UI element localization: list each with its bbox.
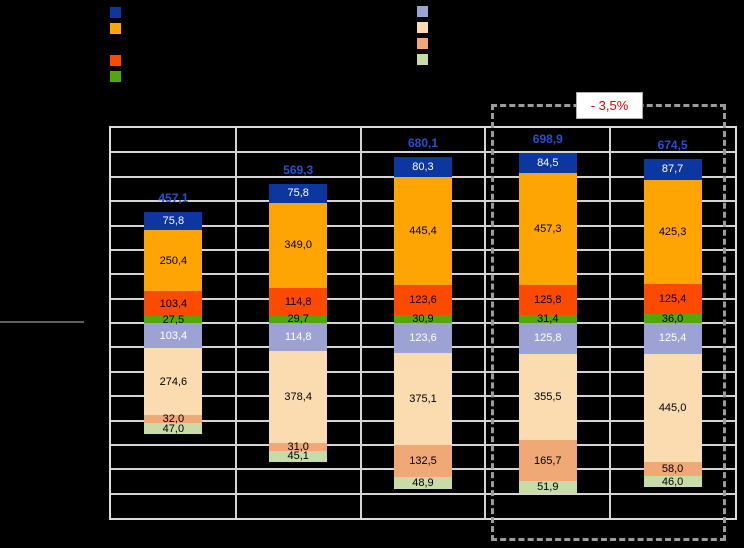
bar-segment-orange-red: 103,4 — [144, 291, 203, 317]
stacked-bar: 31,4 125,8 457,3 84,5 125,8 355,5 165,7 51,9 698… — [518, 128, 577, 518]
bar-segment-light-green: 47,0 — [144, 422, 203, 435]
bar-segment-lavender: 103,4 — [144, 323, 203, 349]
bar-segment-orange: 425,3 — [643, 179, 702, 284]
bar-segment-light-green: 46,0 — [643, 476, 702, 488]
gridline-vertical — [359, 128, 362, 518]
bar-segment-lavender: 123,6 — [393, 323, 452, 354]
bar-segment-peach: 378,4 — [269, 350, 328, 444]
bar-segment-orange: 445,4 — [393, 176, 452, 286]
bar-segment-lavender: 125,4 — [643, 323, 702, 354]
gridline-vertical — [609, 128, 612, 518]
legend-swatch-lavender — [417, 6, 428, 17]
bar-segment-dark-blue: 87,7 — [643, 158, 702, 180]
bar-segment-light-green: 48,9 — [393, 476, 452, 489]
legend-swatch-light-green — [417, 54, 428, 65]
bar-segment-dark-blue: 80,3 — [393, 157, 452, 177]
bar-segment-light-green: 45,1 — [269, 451, 328, 462]
bar-segment-peach: 445,0 — [643, 353, 702, 463]
bar-segment-orange: 250,4 — [144, 230, 203, 292]
bar-segment-peach: 274,6 — [144, 348, 203, 416]
bar-total-label: 457,1 — [158, 190, 189, 205]
legend-swatch-orange — [110, 23, 121, 34]
bar-total-label: 698,9 — [532, 131, 563, 146]
bar-column: 29,7 114,8 349,0 75,8 114,8 378,4 31,0 45,1 569,… — [236, 128, 361, 518]
bar-segment-orange-red: 125,8 — [518, 284, 577, 316]
bar-segment-green: 36,0 — [643, 313, 702, 324]
bar-segment-orange-red: 123,6 — [393, 285, 452, 316]
bar-segment-salmon: 31,0 — [269, 441, 328, 452]
gridline-horizontal — [111, 175, 735, 178]
bar-segment-green: 29,7 — [269, 314, 328, 325]
bar-segment-green: 31,4 — [518, 314, 577, 325]
bar-segment-green: 30,9 — [393, 314, 452, 325]
bar-segment-lavender: 125,8 — [518, 323, 577, 354]
bar-segment-salmon: 32,0 — [144, 414, 203, 425]
comparison-highlight-box — [491, 104, 726, 541]
bar-column: 27,5 103,4 250,4 75,8 103,4 274,6 32,0 47,0 457,… — [111, 128, 236, 518]
delta-annotation-box: - 3,5% — [576, 92, 643, 119]
bar-segment-salmon: 132,5 — [393, 444, 452, 477]
bar-column: 36,0 125,4 425,3 87,7 125,4 445,0 58,0 46,0 674,… — [610, 128, 735, 518]
delta-annotation-label: - 3,5% — [590, 98, 629, 113]
bar-segment-dark-blue: 75,8 — [144, 211, 203, 231]
legend-swatch-dark-blue — [110, 7, 121, 18]
bar-segment-dark-blue: 75,8 — [269, 184, 328, 203]
bar-column: 30,9 123,6 445,4 80,3 123,6 375,1 132,5 48,9 680… — [361, 128, 486, 518]
gridline-vertical — [484, 128, 487, 518]
legend-swatch-orange-red — [110, 55, 121, 66]
bar-segment-lavender: 114,8 — [269, 323, 328, 351]
bar-segment-orange: 349,0 — [269, 202, 328, 288]
bar-segment-orange: 457,3 — [518, 173, 577, 285]
legend-swatch-salmon — [417, 38, 428, 49]
bar-segment-dark-blue: 84,5 — [518, 152, 577, 174]
gridline-vertical — [234, 128, 237, 518]
bar-segment-salmon: 58,0 — [643, 462, 702, 477]
bar-total-label: 680,1 — [407, 136, 438, 151]
stacked-bar: 36,0 125,4 425,3 87,7 125,4 445,0 58,0 46,0 674,… — [643, 128, 702, 518]
stacked-bar: 29,7 114,8 349,0 75,8 114,8 378,4 31,0 45,1 569,… — [269, 128, 328, 518]
legend-swatch-peach — [417, 22, 428, 33]
bar-total-label: 569,3 — [283, 163, 314, 178]
legend-swatch-green — [110, 71, 121, 82]
bar-segment-salmon: 165,7 — [518, 440, 577, 481]
gridline-horizontal — [111, 492, 735, 495]
bar-segment-orange-red: 114,8 — [269, 287, 328, 316]
plot-area: 27,5 103,4 250,4 75,8 103,4 274,6 32,0 47,0 457,… — [109, 126, 737, 520]
gridline-horizontal — [111, 151, 735, 154]
bar-segment-peach: 355,5 — [518, 353, 577, 441]
bar-column: 31,4 125,8 457,3 84,5 125,8 355,5 165,7 51,9 698… — [485, 128, 610, 518]
bar-segment-orange-red: 125,4 — [643, 283, 702, 315]
axis-baseline-tick — [0, 321, 84, 323]
bar-segment-green: 27,5 — [144, 314, 203, 325]
stacked-bar: 27,5 103,4 250,4 75,8 103,4 274,6 32,0 47,0 457,… — [144, 128, 203, 518]
bar-segment-peach: 375,1 — [393, 353, 452, 445]
stacked-bar: 30,9 123,6 445,4 80,3 123,6 375,1 132,5 48,9 680… — [393, 128, 452, 518]
bar-total-label: 674,5 — [657, 137, 688, 152]
bar-segment-light-green: 51,9 — [518, 480, 577, 494]
